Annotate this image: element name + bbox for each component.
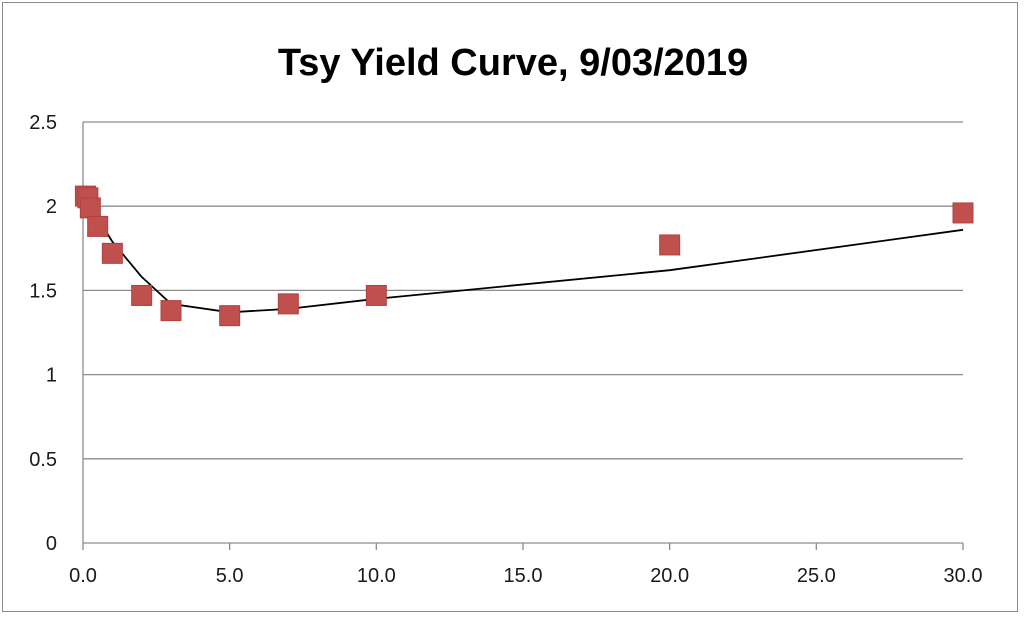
x-tick-label: 20.0 [650, 565, 689, 587]
x-tick-labels: 0.0 5.0 10.0 15.0 20.0 25.0 30.0 [69, 565, 982, 587]
data-point [101, 242, 123, 264]
x-tick-label: 10.0 [357, 565, 396, 587]
y-tick-label: 1.5 [29, 280, 57, 302]
data-point [87, 215, 109, 237]
x-tick-label: 15.0 [504, 565, 543, 587]
data-point [131, 284, 153, 306]
data-point [79, 197, 101, 219]
y-tick-labels: 0 0.5 1 1.5 2 2.5 [29, 112, 57, 555]
chart-title: Tsy Yield Curve, 9/03/2019 [278, 42, 748, 84]
gridlines [83, 121, 963, 460]
data-point [952, 202, 974, 224]
y-tick-label: 2.5 [29, 112, 57, 134]
x-tick-label: 5.0 [216, 565, 244, 587]
y-tick-label: 2 [46, 196, 57, 218]
axes [82, 122, 964, 550]
fitted-curve [89, 200, 964, 314]
y-tick-label: 1 [46, 365, 57, 387]
data-point [219, 305, 241, 327]
fitted-curve-layer [89, 200, 964, 314]
x-tick-label: 0.0 [69, 565, 97, 587]
data-point [365, 284, 387, 306]
y-tick-label: 0.5 [29, 449, 57, 471]
x-tick-label: 30.0 [944, 565, 983, 587]
chart: Tsy Yield Curve, 9/03/2019 00.511.522.5 … [29, 42, 982, 587]
data-point [160, 300, 182, 322]
y-tick-label: 0 [46, 533, 57, 555]
data-points-layer [74, 185, 974, 327]
data-point [277, 293, 299, 315]
chart-frame: Tsy Yield Curve, 9/03/2019 0 0.5 1 1.5 2 2.5 … [2, 2, 1018, 612]
data-point [659, 234, 681, 256]
x-tick-label: 25.0 [797, 565, 836, 587]
